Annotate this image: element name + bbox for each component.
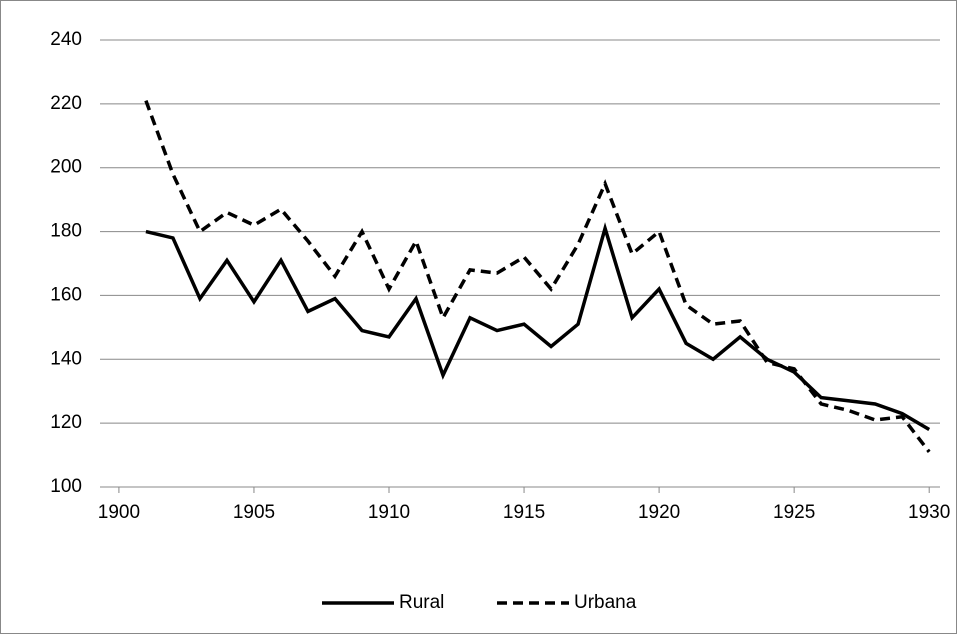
x-tick-label: 1930 bbox=[908, 502, 950, 523]
x-tick-label: 1905 bbox=[233, 502, 275, 523]
x-tick-label: 1900 bbox=[98, 502, 140, 523]
y-tick-label: 160 bbox=[50, 284, 82, 305]
y-tick-label: 180 bbox=[50, 221, 82, 242]
legend-label: Urbana bbox=[574, 592, 637, 613]
x-tick-label: 1910 bbox=[368, 502, 410, 523]
x-tick-label: 1920 bbox=[638, 502, 680, 523]
legend-label: Rural bbox=[399, 592, 444, 613]
line-series bbox=[145, 222, 931, 432]
y-tick-label: 120 bbox=[50, 412, 82, 433]
x-tick-label: 1925 bbox=[773, 502, 815, 523]
y-tick-label: 100 bbox=[50, 476, 82, 497]
y-tick-label: 140 bbox=[50, 348, 82, 369]
y-tick-label: 220 bbox=[50, 93, 82, 114]
y-tick-label: 200 bbox=[50, 157, 82, 178]
y-tick-label: 240 bbox=[50, 29, 82, 50]
x-tick-label: 1915 bbox=[503, 502, 545, 523]
line-series bbox=[144, 100, 931, 453]
